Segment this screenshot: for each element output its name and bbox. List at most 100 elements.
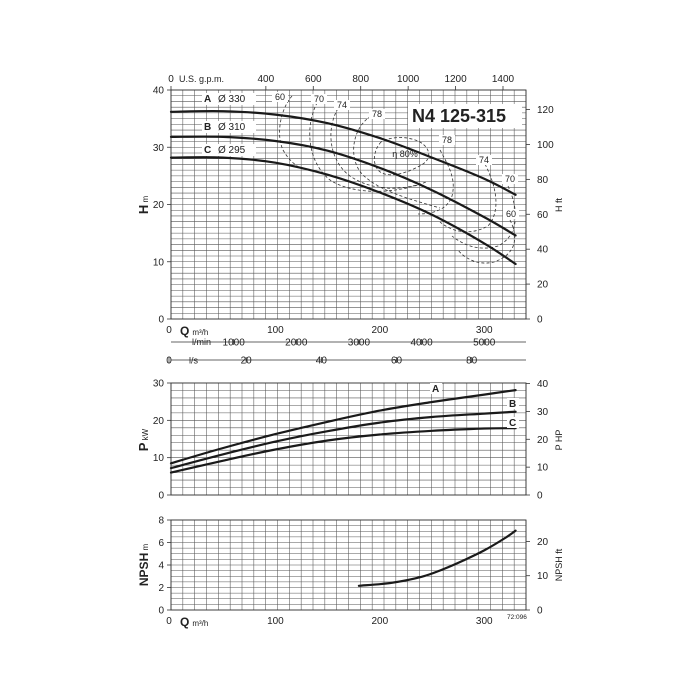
y-axis-label: P kW: [136, 428, 151, 451]
y2-axis-label: H ft: [554, 198, 564, 213]
y2-tick-label: 0: [537, 491, 543, 502]
efficiency-contour: [330, 103, 427, 189]
y-tick-label: 20: [153, 200, 165, 211]
y-tick-label: 0: [158, 315, 164, 326]
gpm-tick-label: 1000: [397, 74, 420, 85]
curve-diameter-c: Ø 295: [218, 145, 246, 156]
x-tick-label: 100: [267, 616, 284, 627]
curve-label-b: B: [204, 122, 211, 133]
y2-tick-label: 60: [537, 210, 549, 221]
lps-tick-label: 40: [316, 356, 328, 367]
y2-tick-label: 10: [537, 463, 549, 474]
x-tick-label: 300: [476, 616, 493, 627]
curve-label-bg: [507, 417, 519, 428]
y2-tick-label: 0: [537, 606, 543, 617]
x-tick-label: 200: [371, 616, 388, 627]
curve-label-bg: [202, 121, 256, 133]
lps-tick-label: 20: [241, 356, 253, 367]
power-curve-a: [169, 389, 517, 465]
gpm-tick-label: 400: [258, 74, 275, 85]
gpm-axis-label: U.S. g.p.m.: [179, 74, 224, 84]
curve-label-c: C: [204, 145, 211, 156]
y2-axis-label: NPSH ft: [554, 548, 564, 581]
curve-label-bg: [202, 144, 256, 156]
y2-tick-label: 20: [537, 280, 549, 291]
curve-diameter-b: Ø 310: [218, 122, 246, 133]
efficiency-label-bg: [272, 92, 288, 102]
curve-label-a: A: [204, 94, 211, 105]
gpm-tick-label: 600: [305, 74, 322, 85]
y-tick-label: 30: [153, 143, 165, 154]
y-tick-label: 30: [153, 379, 165, 390]
x-tick-label: 100: [267, 325, 284, 336]
efficiency-label-bg: [503, 209, 519, 219]
y-tick-label: 0: [158, 491, 164, 502]
power-label-a: A: [432, 384, 439, 395]
efficiency-label: 74: [337, 100, 347, 110]
gpm-tick-label: 1400: [492, 74, 515, 85]
curve-label-bg: [507, 398, 519, 409]
gpm-tick-label: 0: [168, 74, 174, 85]
curve-diameter-a: Ø 330: [218, 94, 246, 105]
x-tick-label: 300: [476, 325, 493, 336]
y-tick-label: 10: [153, 257, 165, 268]
efficiency-label: 70: [505, 174, 515, 184]
efficiency-label-bg: [334, 100, 350, 110]
y-tick-label: 6: [158, 538, 164, 549]
efficiency-label: 78: [442, 135, 452, 145]
x-tick-label: 0: [166, 325, 172, 336]
efficiency-label-bg: [311, 94, 327, 104]
lpm-tick-label: 4000: [410, 338, 433, 349]
efficiency-label: 60: [506, 209, 516, 219]
y2-tick-label: 80: [537, 175, 549, 186]
efficiency-contour: [373, 137, 430, 176]
efficiency-contour: [279, 95, 301, 169]
footer-code: 72:096: [507, 614, 527, 621]
x-tick-label: 200: [371, 325, 388, 336]
y2-axis-label: P HP: [554, 430, 564, 451]
npsh-curve: [357, 529, 517, 587]
efficiency-label-bg: [369, 109, 385, 119]
head-curve-c: [169, 156, 517, 266]
npsh-chart: 0 2 4 6 8 0 10 20 NPSH m NPSH ft 0 100 200 300 Q m³/h: [137, 516, 564, 630]
efficiency-contour: [451, 185, 516, 249]
power-curve-c: [169, 427, 517, 474]
y2-tick-label: 40: [537, 245, 549, 256]
power-label-b: B: [509, 399, 516, 410]
efficiency-label: 74: [479, 155, 489, 165]
curve-label-bg: [430, 383, 442, 394]
power-label-c: C: [509, 418, 516, 429]
gpm-tick-label: 1200: [444, 74, 467, 85]
y-tick-label: 8: [158, 516, 164, 527]
y-tick-label: 40: [153, 86, 165, 97]
efficiency-contour: [439, 163, 497, 233]
efficiency-label-bg: [439, 135, 455, 145]
efficiency-label-bg: [476, 155, 492, 165]
lps-tick-label: 80: [466, 356, 478, 367]
lpm-tick-label: 5000: [473, 338, 496, 349]
y2-tick-label: 20: [537, 435, 549, 446]
lpm-tick-label: 1000: [223, 338, 246, 349]
gpm-tick-label: 800: [352, 74, 369, 85]
y2-tick-label: 20: [537, 537, 549, 548]
power-curve-b: [169, 410, 517, 470]
efficiency-label-bg: [502, 174, 518, 184]
lpm-axis-label: l/min: [192, 337, 211, 347]
y2-tick-label: 0: [537, 315, 543, 326]
y2-tick-label: 120: [537, 105, 554, 116]
efficiency-label: η 80%: [392, 149, 418, 159]
efficiency-contour: [309, 97, 419, 192]
head-curve-b: [169, 135, 517, 237]
y2-tick-label: 30: [537, 407, 549, 418]
y2-tick-label: 40: [537, 379, 549, 390]
efficiency-label: 78: [372, 109, 382, 119]
y2-tick-label: 100: [537, 140, 554, 151]
title-bg: [408, 104, 522, 128]
efficiency-label: 70: [314, 94, 324, 104]
y-tick-label: 20: [153, 416, 165, 427]
y-tick-label: 10: [153, 453, 165, 464]
